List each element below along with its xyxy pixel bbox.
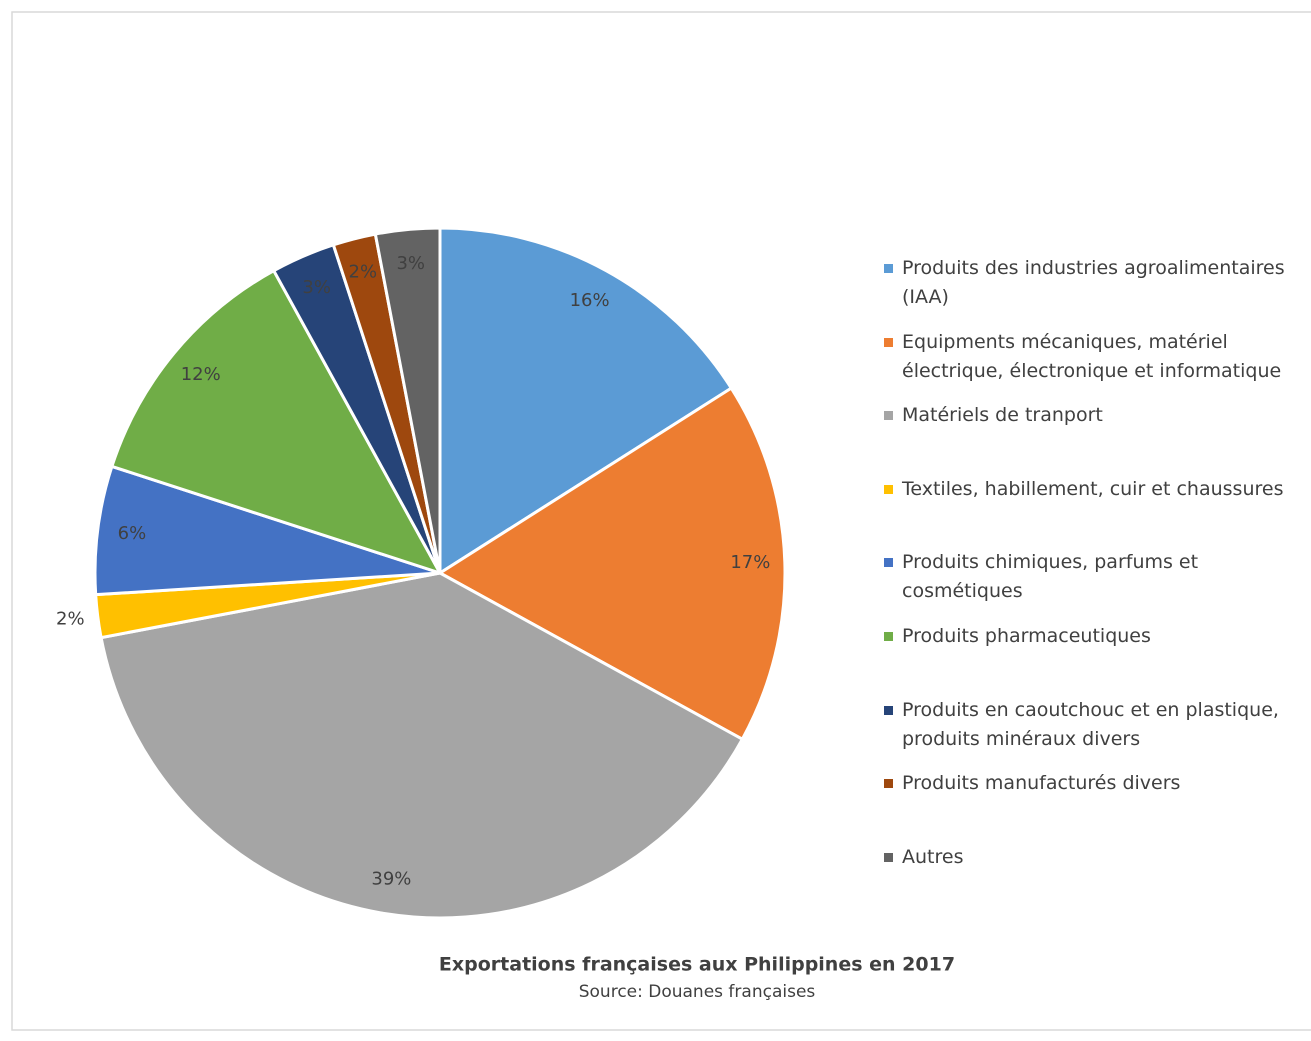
legend-label: Textiles, habillement, cuir et chaussure… <box>902 477 1284 500</box>
data-label: 3% <box>396 253 425 274</box>
legend-item: Produits des industries agroalimentaires… <box>884 254 1299 312</box>
chart-subtitle: Source: Douanes françaises <box>579 982 816 1002</box>
pie-slice <box>373 226 442 574</box>
legend-item: Textiles, habillement, cuir et chaussure… <box>884 475 1299 504</box>
legend-swatch <box>884 264 893 273</box>
legend-swatch <box>884 705 893 715</box>
legend-label: Produits chimiques, parfums et cosmétiqu… <box>902 551 1199 603</box>
data-label: 17% <box>730 552 770 573</box>
data-label: 12% <box>181 364 221 385</box>
legend-label: Produits pharmaceutiques <box>902 625 1151 647</box>
data-label: 2% <box>349 261 378 282</box>
pie-slice <box>438 226 734 576</box>
data-label: 39% <box>371 869 411 890</box>
data-label: 3% <box>302 277 331 298</box>
legend-swatch <box>884 558 893 568</box>
legend-label: Produits manufacturés divers <box>902 772 1181 795</box>
legend-swatch <box>884 337 893 347</box>
legend-item: Autres <box>884 843 1299 872</box>
legend-item: Produits manufacturés divers <box>884 769 1299 798</box>
data-label: 16% <box>570 290 610 311</box>
legend-swatch <box>884 779 893 789</box>
chart-title: Exportations françaises aux Philippines … <box>439 954 955 976</box>
legend-label: Produits en caoutchouc et en plastique, … <box>902 698 1279 750</box>
legend-label: Produits des industries agroalimentaires… <box>902 257 1285 308</box>
legend-swatch <box>884 852 893 862</box>
legend-label: Autres <box>902 845 964 868</box>
legend-swatch <box>884 632 893 641</box>
pie-slice <box>99 571 745 920</box>
pie-slice <box>109 268 444 576</box>
pie-slice <box>437 386 787 742</box>
data-label: 6% <box>118 523 147 544</box>
legend-item: Equipments mécaniques, matériel électriq… <box>884 328 1299 386</box>
data-label: 2% <box>56 609 85 630</box>
pie-slice <box>93 464 441 597</box>
legend-item: Produits chimiques, parfums et cosmétiqu… <box>884 548 1299 606</box>
legend-label: Equipments mécaniques, matériel électriq… <box>902 330 1282 382</box>
legend-item: Produits en caoutchouc et en plastique, … <box>884 696 1299 754</box>
legend-swatch <box>884 484 893 494</box>
legend-swatch <box>884 411 893 421</box>
legend-item: Produits pharmaceutiques <box>884 622 1299 651</box>
legend-label: Matériels de tranport <box>902 404 1103 427</box>
legend-item: Matériels de tranport <box>884 401 1299 430</box>
